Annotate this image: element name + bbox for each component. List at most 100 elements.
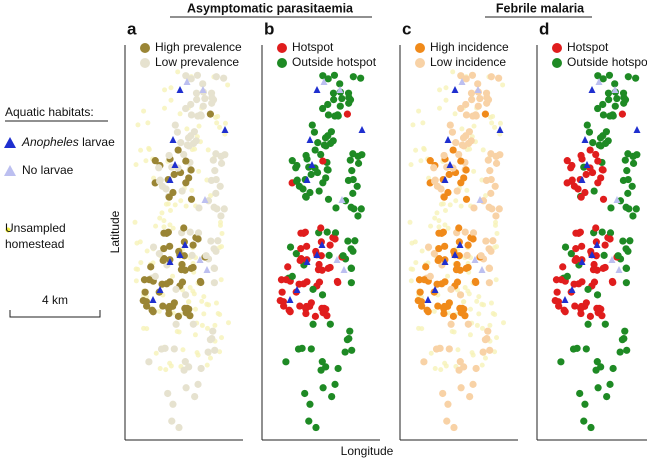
homestead-dot — [181, 291, 190, 299]
unsampled-dot — [438, 201, 444, 207]
homestead-dot — [314, 139, 322, 147]
homestead-dot — [199, 80, 207, 88]
no-larvae-triangle — [595, 78, 603, 85]
larvae-triangle — [561, 296, 569, 303]
legend-marker — [277, 43, 287, 53]
homestead-dot — [479, 348, 487, 356]
homestead-dot — [204, 348, 212, 356]
legend-marker — [552, 58, 562, 68]
larvae-triangle — [578, 258, 586, 265]
homestead-dot — [464, 263, 472, 272]
unsampled-label: Unsampled — [5, 221, 66, 235]
homestead-dot — [141, 288, 149, 296]
homestead-dot — [194, 235, 202, 243]
unsampled-dot — [455, 347, 461, 353]
larvae-triangle — [593, 241, 601, 248]
legend-label: High prevalence — [155, 40, 242, 54]
homestead-dot — [582, 170, 590, 179]
homestead-dot — [487, 175, 495, 184]
homestead-dot — [221, 151, 229, 159]
unsampled-dot — [494, 335, 500, 341]
homestead-dot — [472, 111, 480, 119]
unsampled-dot — [428, 223, 434, 229]
homestead-dot — [210, 279, 218, 287]
no-larvae-triangle — [613, 196, 621, 203]
larvae-triangle — [583, 161, 591, 168]
homestead-dot — [169, 188, 177, 197]
unsampled-dot — [217, 312, 223, 318]
homestead-dot — [194, 380, 202, 388]
larvae-triangle — [293, 286, 301, 293]
homestead-dot — [326, 241, 334, 249]
larvae-word: larvae — [82, 135, 115, 149]
no-larvae-triangle — [615, 266, 623, 273]
unsampled-dot — [162, 87, 168, 93]
homestead-dot — [172, 320, 180, 328]
unsampled-dot — [205, 147, 211, 153]
homestead-dot — [476, 94, 484, 103]
unsampled-dot — [195, 352, 201, 358]
larvae-triangle — [171, 161, 179, 168]
homestead-dot — [623, 167, 631, 175]
homestead-dot — [487, 247, 495, 255]
larvae-triangle — [303, 176, 311, 183]
homestead-dot — [145, 358, 153, 366]
homestead-dot — [592, 224, 600, 232]
left-title: Asymptomatic parasitaemia — [187, 1, 354, 15]
homestead-dot — [462, 100, 470, 109]
unsampled-dot — [432, 215, 438, 221]
larvae-triangle — [568, 286, 576, 293]
unsampled-dot — [447, 202, 453, 208]
homestead-dot — [609, 278, 617, 287]
homestead-dot — [296, 256, 304, 265]
homestead-dot — [459, 134, 468, 142]
homestead-dot — [609, 364, 617, 373]
unsampled-dot — [177, 111, 183, 117]
homestead-dot — [563, 272, 571, 280]
homestead-dot — [149, 308, 157, 316]
homestead-dot — [187, 100, 195, 109]
homestead-dot — [306, 188, 314, 197]
homestead-dot — [593, 358, 601, 366]
homestead-dot — [447, 285, 455, 293]
homestead-dot — [189, 263, 197, 272]
homestead-dot — [598, 228, 606, 236]
homestead-dot — [561, 243, 570, 251]
unsampled-dot — [132, 219, 138, 225]
homestead-dot — [586, 312, 595, 320]
unsampled-dot — [168, 85, 174, 91]
homestead-dot — [488, 205, 496, 213]
homestead-dot — [605, 96, 613, 104]
unsampled-dot — [217, 349, 223, 355]
homestead-dot — [298, 344, 306, 352]
unsampled-dot — [205, 325, 211, 331]
homestead-dot — [571, 302, 579, 310]
homestead-dot — [220, 205, 228, 213]
homestead-dot — [585, 128, 594, 136]
unsampled-dot — [138, 260, 144, 266]
homestead-dot — [561, 308, 569, 316]
homestead-dot — [567, 164, 575, 172]
unsampled-dot — [180, 347, 186, 353]
unsampled-dot — [190, 288, 196, 294]
homestead-dot — [462, 75, 470, 83]
homestead-dot — [155, 164, 163, 172]
habitat-title: Aquatic habitats: — [5, 105, 94, 119]
homestead-dot — [486, 346, 494, 354]
homestead-dot — [192, 89, 201, 97]
no-larvae-triangle — [333, 256, 341, 263]
homestead-dot — [182, 384, 190, 392]
larvae-triangle — [221, 126, 229, 133]
homestead-dot — [586, 146, 594, 154]
unsampled-dot — [410, 122, 416, 128]
homestead-dot — [482, 237, 490, 245]
larvae-triangle — [166, 176, 174, 183]
homestead-dot — [168, 417, 176, 425]
homestead-dot — [583, 121, 591, 129]
unsampled-dot — [479, 362, 485, 368]
homestead-dot — [358, 151, 366, 159]
homestead-dot — [182, 179, 190, 187]
unsampled-dot — [492, 312, 498, 318]
homestead-dot — [575, 280, 583, 288]
unsampled-dot — [492, 124, 498, 130]
